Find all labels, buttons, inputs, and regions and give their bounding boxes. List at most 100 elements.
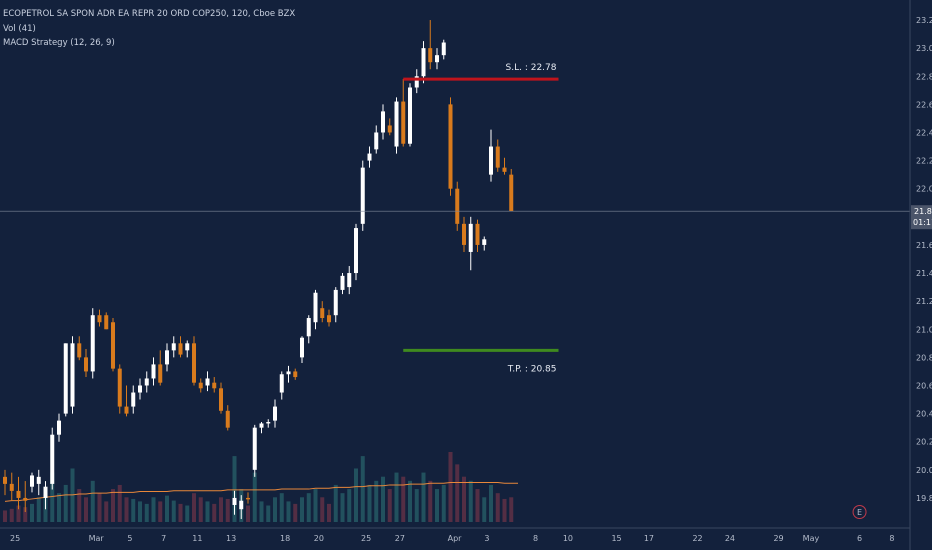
candle-body (144, 378, 149, 386)
time-tick-label: 18 (280, 534, 290, 543)
volume-bar (50, 472, 55, 522)
candle-body (84, 357, 88, 372)
volume-bar (502, 498, 507, 522)
candle-body (401, 101, 406, 144)
macd-indicator-label[interactable]: MACD Strategy (12, 26, 9) (3, 38, 115, 48)
volume-bar (165, 495, 169, 522)
price-tick-label: 20.00 (916, 466, 932, 475)
price-tick-label: 19.80 (916, 494, 932, 503)
chart-legend: ECOPETROL SA SPON ADR EA REPR 20 ORD COP… (3, 7, 295, 51)
price-axis-background (910, 0, 932, 550)
price-tick-label: 23.20 (916, 16, 932, 25)
volume-bar (333, 484, 338, 522)
volume-bar (192, 493, 196, 522)
volume-bar (198, 497, 203, 522)
candle-body (232, 497, 237, 505)
volume-bar (482, 497, 487, 522)
volume-bar (84, 497, 88, 522)
volume-bar (124, 497, 129, 522)
volume-bar (131, 498, 136, 522)
volume-bar (327, 503, 331, 522)
earnings-event-label: E (857, 508, 862, 517)
candle-body (327, 315, 331, 323)
price-tick-label: 22.00 (916, 185, 932, 194)
volume-bar (279, 493, 284, 522)
volume-bar (421, 472, 426, 522)
candle-body (138, 385, 142, 393)
volume-bar (16, 505, 21, 522)
volume-bar (185, 505, 190, 522)
volume-bar (462, 476, 466, 522)
price-tick-label: 22.40 (916, 128, 932, 137)
candle-body (9, 483, 14, 491)
time-tick-label: 22 (692, 534, 702, 543)
volume-bar (97, 493, 102, 522)
candle-body (509, 174, 514, 212)
time-tick-label: May (803, 534, 820, 543)
volume-bar (246, 505, 250, 522)
candle-body (192, 343, 196, 383)
candle-body (455, 188, 460, 224)
volume-bar (428, 480, 433, 522)
candle-body (43, 486, 48, 498)
candle-body (246, 497, 250, 500)
candle-body (475, 223, 480, 245)
volume-bar (212, 503, 217, 522)
time-tick-label: 20 (314, 534, 324, 543)
candle-body (320, 308, 325, 319)
volume-bar (455, 464, 460, 522)
price-tick-label: 21.20 (916, 297, 932, 306)
candle-body (394, 101, 399, 147)
candle-body (441, 42, 446, 56)
candle-body (205, 378, 210, 386)
volume-bar (259, 501, 264, 522)
candle-body (428, 48, 433, 63)
volume-bar (266, 505, 271, 522)
time-tick-label: 25 (10, 534, 20, 543)
volume-bar (117, 484, 122, 522)
candle-body (23, 497, 28, 501)
candle-body (489, 146, 493, 175)
take-profit-label: T.P. : 20.85 (507, 364, 557, 374)
volume-bar (158, 501, 163, 522)
candle-body (57, 420, 61, 435)
candle-body (360, 167, 365, 224)
volume-bar (151, 497, 156, 522)
volume-bar (475, 489, 480, 522)
candle-body (273, 406, 277, 421)
price-tick-label: 22.80 (916, 72, 932, 81)
candle-body (448, 104, 453, 189)
candle-body (124, 406, 129, 414)
candle-body (367, 153, 372, 161)
volume-bar (360, 456, 365, 522)
price-tick-label: 20.20 (916, 438, 932, 447)
candle-body (158, 364, 163, 383)
price-tick-label: 23.00 (916, 44, 932, 53)
symbol-title[interactable]: ECOPETROL SA SPON ADR EA REPR 20 ORD COP… (3, 9, 296, 19)
candle-body (239, 500, 244, 510)
candle-body (482, 239, 487, 245)
candle-body (70, 343, 75, 407)
volume-bar (63, 484, 68, 522)
volume-bar (171, 500, 176, 522)
price-tick-label: 22.60 (916, 100, 932, 109)
volume-indicator-label[interactable]: Vol (41) (3, 23, 36, 34)
candle-body (354, 228, 358, 274)
volume-bar (401, 476, 406, 522)
last-price-badge (911, 205, 932, 230)
volume-bar (273, 497, 277, 522)
volume-bar (367, 484, 372, 522)
candles-layer (3, 20, 514, 520)
candle-body (131, 392, 136, 407)
price-tick-label: 22.20 (916, 157, 932, 166)
time-tick-label: 7 (161, 534, 166, 543)
time-tick-label: 8 (889, 534, 894, 543)
candle-body (313, 292, 318, 323)
candle-body (293, 371, 298, 378)
volume-pane (3, 452, 518, 522)
price-tick-label: 21.40 (916, 269, 932, 278)
price-tick-label: 21.00 (916, 325, 932, 334)
volume-bar (3, 510, 7, 522)
volume-bar (138, 501, 142, 522)
